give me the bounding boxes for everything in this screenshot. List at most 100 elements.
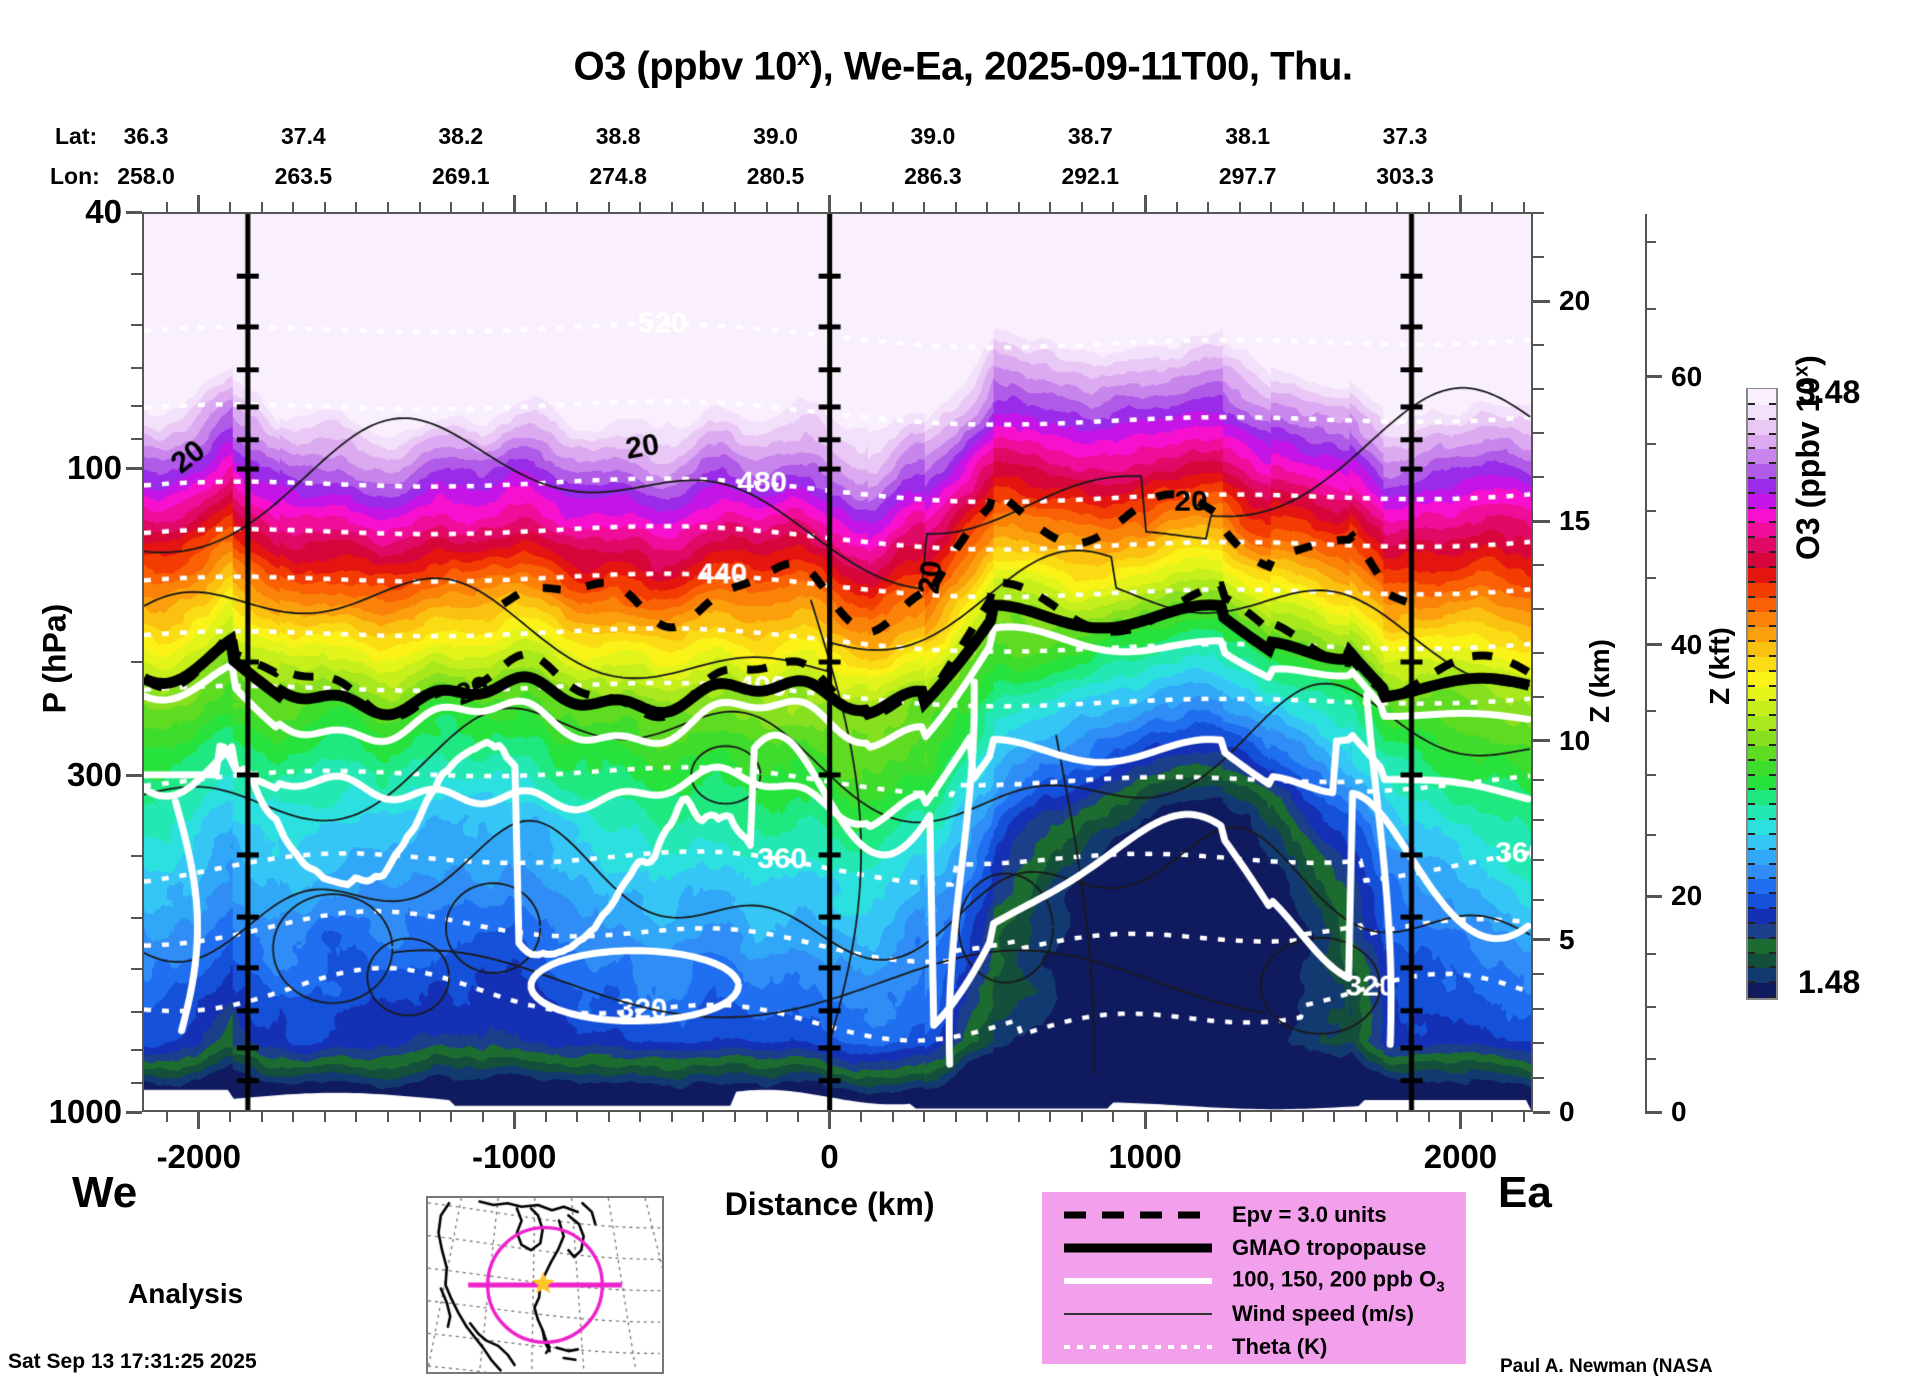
colorbar-band: [1748, 404, 1776, 420]
colorbar-tick: [1748, 907, 1755, 910]
colorbar-band: [1748, 537, 1776, 554]
p-axis-tick-label: 100: [66, 449, 122, 487]
colorbar-band: [1748, 834, 1776, 850]
cross-section-plot[interactable]: [142, 212, 1533, 1112]
zkft-major-tick: [1645, 1110, 1662, 1114]
colorbar-tick: [1748, 625, 1755, 628]
top-axis-tick: [418, 202, 421, 212]
colorbar-tick: [1769, 936, 1776, 939]
p-axis-minor-tick: [131, 273, 142, 276]
top-axis-tick: [733, 202, 736, 212]
zkft-tick-label: 20: [1671, 880, 1703, 912]
zkm-minor-tick: [1533, 1076, 1544, 1079]
p-axis-major-tick: [126, 466, 142, 470]
lat-value: 36.3: [123, 123, 169, 149]
zkft-minor-tick: [1645, 1005, 1656, 1008]
zkm-major-tick: [1533, 519, 1550, 523]
p-axis-minor-tick: [131, 404, 142, 407]
legend-label: 100, 150, 200 ppb O3: [1232, 1266, 1445, 1296]
top-axis-tick: [1301, 202, 1304, 212]
colorbar-tick: [1769, 417, 1776, 420]
p-axis-minor-tick: [131, 1081, 142, 1084]
x-axis-minor-tick: [639, 1112, 642, 1122]
x-axis-minor-tick: [670, 1112, 673, 1122]
zkm-minor-tick: [1533, 388, 1544, 391]
x-axis-minor-tick: [607, 1112, 610, 1122]
zkm-major-tick: [1533, 299, 1550, 303]
colorbar-tick: [1769, 610, 1776, 613]
x-axis-minor-tick: [1049, 1112, 1052, 1122]
legend-swatch-solid-very-thick-black: [1064, 1243, 1212, 1253]
top-axis-tick: [639, 202, 642, 212]
colorbar-min-label: 1.48: [1798, 964, 1861, 1000]
colorbar-tick: [1748, 951, 1755, 954]
legend-label: Theta (K): [1232, 1334, 1328, 1359]
x-axis-minor-tick: [702, 1112, 705, 1122]
colorbar-tick: [1769, 907, 1776, 910]
colorbar-tick: [1748, 669, 1755, 672]
colorbar-band: [1748, 700, 1776, 717]
zkft-minor-tick: [1645, 241, 1656, 244]
top-axis-tick: [1396, 202, 1399, 212]
top-axis-tick: [166, 202, 169, 212]
colorbar-band: [1748, 849, 1776, 865]
x-axis-tick-label: 0: [820, 1138, 839, 1175]
zkm-minor-tick: [1533, 1007, 1544, 1010]
colorbar-tick: [1748, 462, 1755, 465]
colorbar-tick: [1769, 729, 1776, 732]
colorbar-tick: [1748, 580, 1755, 583]
top-axis-tick: [1522, 202, 1525, 212]
colorbar-band: [1748, 938, 1776, 954]
colorbar-band: [1748, 463, 1776, 479]
colorbar-tick: [1769, 818, 1776, 821]
zkft-minor-tick: [1645, 773, 1656, 776]
colorbar-tick: [1748, 491, 1755, 494]
zkm-minor-tick: [1533, 344, 1544, 347]
colorbar-tick: [1748, 936, 1755, 939]
colorbar: [1746, 388, 1778, 1000]
top-axis-tick: [450, 202, 453, 212]
colorbar-tick: [1769, 981, 1776, 984]
x-axis-minor-tick: [355, 1112, 358, 1122]
top-axis-tick: [986, 202, 989, 212]
page-title: O3 (ppbv 10x), We-Ea, 2025-09-11T00, Thu…: [0, 44, 1926, 89]
colorbar-tick: [1769, 699, 1776, 702]
colorbar-tick: [1748, 758, 1755, 761]
colorbar-tick: [1748, 595, 1755, 598]
zkm-minor-tick: [1533, 859, 1544, 862]
colorbar-tick: [1769, 788, 1776, 791]
lon-value: 269.1: [431, 163, 490, 189]
zkft-minor-tick: [1645, 834, 1656, 837]
colorbar-tick: [1748, 788, 1755, 791]
inset-map-canvas: [428, 1198, 662, 1372]
x-axis-major-tick: [1143, 1112, 1147, 1129]
p-axis-tick-label: 300: [66, 756, 122, 794]
colorbar-band: [1748, 804, 1776, 821]
colorbar-tick: [1748, 729, 1755, 732]
colorbar-tick: [1748, 877, 1755, 880]
lat-row-label: Lat:: [55, 123, 98, 149]
x-axis-minor-tick: [166, 1112, 169, 1122]
lat-value: 37.4: [280, 123, 326, 149]
x-axis-tick-label: 1000: [1108, 1138, 1182, 1175]
colorbar-tick: [1769, 625, 1776, 628]
x-axis-minor-tick: [450, 1112, 453, 1122]
top-axis-tick: [576, 202, 579, 212]
colorbar-tick: [1769, 506, 1776, 509]
colorbar-band: [1748, 433, 1776, 450]
colorbar-band: [1748, 611, 1776, 628]
colorbar-band: [1748, 626, 1776, 643]
p-axis-minor-tick: [131, 917, 142, 920]
colorbar-tick: [1769, 773, 1776, 776]
zkm-tick-label: 5: [1559, 923, 1575, 955]
x-axis-minor-tick: [1490, 1112, 1493, 1122]
colorbar-band: [1748, 419, 1776, 435]
zkm-major-tick: [1533, 1110, 1550, 1114]
colorbar-tick: [1748, 743, 1755, 746]
top-axis-tick: [387, 202, 390, 212]
colorbar-tick: [1748, 699, 1755, 702]
p-axis-title: P (hPa): [36, 603, 73, 714]
colorbar-tick: [1769, 536, 1776, 539]
zkm-minor-tick: [1533, 652, 1544, 654]
colorbar-band: [1748, 715, 1776, 732]
